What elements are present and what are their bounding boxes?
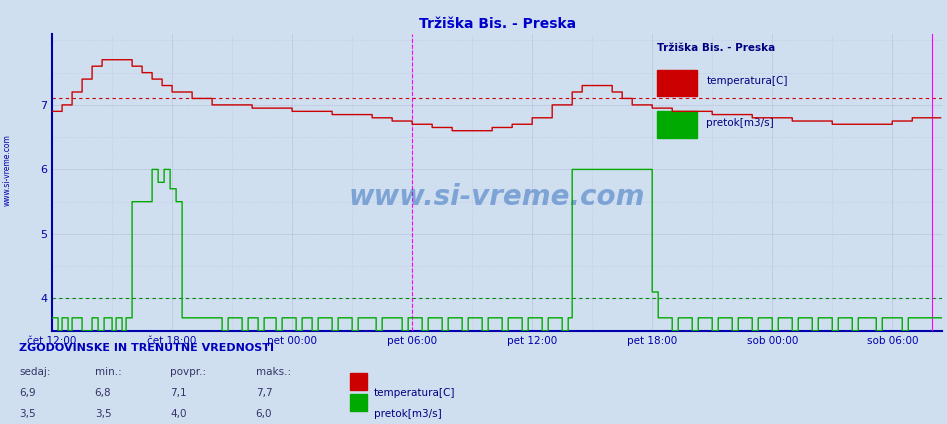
Text: 3,5: 3,5 [95, 409, 112, 419]
Text: 3,5: 3,5 [19, 409, 36, 419]
Text: 6,0: 6,0 [256, 409, 272, 419]
Text: sedaj:: sedaj: [19, 367, 50, 377]
Text: pretok[m3/s]: pretok[m3/s] [374, 409, 442, 419]
Text: ZGODOVINSKE IN TRENUTNE VREDNOSTI: ZGODOVINSKE IN TRENUTNE VREDNOSTI [19, 343, 274, 354]
Text: 4,0: 4,0 [170, 409, 187, 419]
Text: temperatura[C]: temperatura[C] [374, 388, 456, 398]
Text: 7,7: 7,7 [256, 388, 273, 398]
Text: maks.:: maks.: [256, 367, 291, 377]
Text: povpr.:: povpr.: [170, 367, 206, 377]
Text: www.si-vreme.com: www.si-vreme.com [3, 134, 12, 206]
Text: 6,9: 6,9 [19, 388, 36, 398]
Text: 6,8: 6,8 [95, 388, 112, 398]
Text: Tržiška Bis. - Preska: Tržiška Bis. - Preska [657, 43, 776, 53]
FancyBboxPatch shape [657, 70, 697, 96]
FancyBboxPatch shape [657, 111, 697, 138]
Text: www.si-vreme.com: www.si-vreme.com [348, 183, 646, 211]
Text: 7,1: 7,1 [170, 388, 188, 398]
Title: Tržiška Bis. - Preska: Tržiška Bis. - Preska [419, 17, 576, 31]
Text: min.:: min.: [95, 367, 121, 377]
Text: pretok[m3/s]: pretok[m3/s] [706, 118, 774, 128]
Text: temperatura[C]: temperatura[C] [706, 76, 788, 86]
